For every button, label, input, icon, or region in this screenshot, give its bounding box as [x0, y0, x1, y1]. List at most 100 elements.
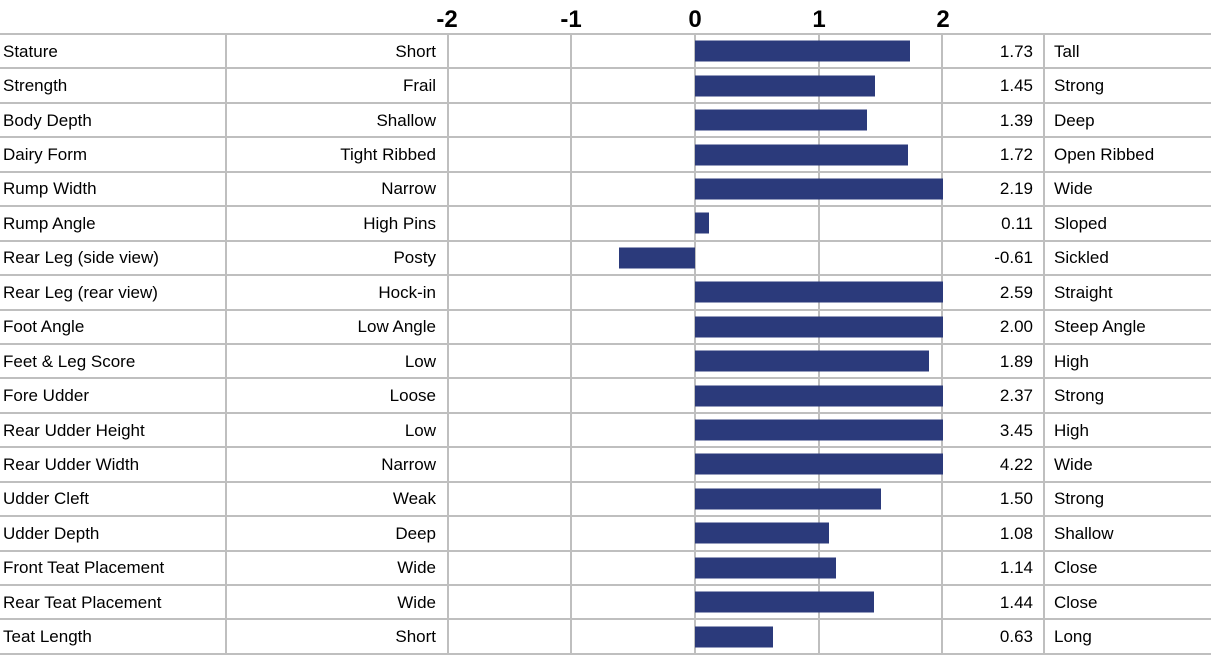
low-descriptor-cell: Posty	[393, 248, 436, 268]
bar-chart-cell	[447, 517, 943, 550]
high-descriptor-cell: High	[1054, 420, 1089, 440]
trait-name-cell: Rump Width	[0, 172, 227, 206]
gridline-minus2	[447, 620, 449, 653]
bar-chart-cell	[447, 69, 943, 102]
trait-bar	[695, 212, 709, 234]
trait-name-cell: Udder Cleft	[0, 482, 227, 516]
gridline-minus1	[570, 517, 572, 550]
gridline-minus1	[570, 241, 572, 275]
gridline-minus1	[570, 482, 572, 516]
table-row: Rump Angle High Pins 0.11 Sloped	[0, 207, 1211, 242]
gridline-minus2	[447, 35, 449, 68]
bar-chart-cell	[447, 413, 943, 447]
bar-chart-cell	[447, 35, 943, 68]
table-row: Rear Udder Height Low 3.45 High	[0, 413, 1211, 449]
gridline-minus1	[570, 586, 572, 619]
gridline-plus1	[818, 620, 820, 653]
low-descriptor-cell: Narrow	[381, 179, 436, 199]
low-descriptor-cell: Low Angle	[357, 317, 436, 337]
bar-chart-cell	[447, 448, 943, 481]
bar-chart-cell	[447, 620, 943, 653]
gridline-minus2	[447, 172, 449, 206]
high-descriptor-cell: Close	[1054, 592, 1098, 612]
low-descriptor-cell: Wide	[397, 592, 436, 612]
gridline-minus2	[447, 344, 449, 378]
value-cell: 1.73	[943, 35, 1045, 68]
gridline-plus1	[818, 241, 820, 275]
bar-chart-cell	[447, 207, 943, 240]
trait-bar	[695, 419, 943, 441]
gridline-plus2	[941, 241, 943, 275]
gridline-minus2	[447, 517, 449, 550]
low-descriptor-cell: Hock-in	[378, 282, 436, 302]
gridline-minus1	[570, 413, 572, 447]
trait-name-cell: Dairy Form	[0, 138, 227, 171]
trait-bar	[695, 40, 910, 62]
value-cell: 2.19	[943, 172, 1045, 206]
high-descriptor-cell: Steep Angle	[1054, 317, 1146, 337]
bar-chart-cell	[447, 482, 943, 516]
trait-name-cell: Rear Udder Width	[0, 448, 227, 481]
axis-scale: -2 -1 0 1 2	[436, 0, 949, 33]
trait-bar	[695, 178, 943, 200]
trait-name-cell: Rear Udder Height	[0, 413, 227, 447]
axis-tick: 1	[812, 6, 826, 33]
bar-chart-cell	[447, 379, 943, 412]
high-descriptor-cell: Deep	[1054, 110, 1095, 130]
value-cell: -0.61	[943, 241, 1045, 275]
high-descriptor-cell: Strong	[1054, 76, 1105, 96]
gridline-minus1	[570, 35, 572, 68]
table-row: Rear Udder Width Narrow 4.22 Wide	[0, 448, 1211, 483]
high-descriptor-cell: Wide	[1054, 454, 1093, 474]
high-descriptor-cell: Straight	[1054, 282, 1113, 302]
gridline-minus1	[570, 379, 572, 412]
low-descriptor-cell: Low	[404, 420, 436, 440]
low-descriptor-cell: Deep	[395, 523, 436, 543]
value-cell: 2.00	[943, 310, 1045, 343]
trait-name-cell: Feet & Leg Score	[0, 344, 227, 378]
low-descriptor-cell: High Pins	[363, 213, 436, 233]
gridline-plus1	[818, 207, 820, 240]
gridline-zero	[694, 241, 696, 275]
gridline-minus1	[570, 448, 572, 481]
table-row: Stature Short 1.73 Tall	[0, 35, 1211, 70]
trait-table: Stature Short 1.73 Tall Strength Frail 1…	[0, 33, 1211, 655]
gridline-minus2	[447, 241, 449, 275]
trait-bar	[619, 247, 695, 269]
gridline-plus2	[941, 138, 943, 171]
gridline-minus1	[570, 207, 572, 240]
value-cell: 1.50	[943, 482, 1045, 516]
trait-name-cell: Strength	[0, 69, 227, 102]
low-descriptor-cell: Frail	[402, 76, 436, 96]
high-descriptor-cell: Sickled	[1054, 248, 1109, 268]
gridline-minus1	[570, 310, 572, 343]
value-cell: 2.37	[943, 379, 1045, 412]
trait-name-cell: Body Depth	[0, 103, 227, 137]
value-cell: 4.22	[943, 448, 1045, 481]
gridline-minus2	[447, 551, 449, 584]
axis-tick: 0	[688, 6, 702, 33]
trait-name-cell: Udder Depth	[0, 517, 227, 550]
gridline-minus2	[447, 138, 449, 171]
trait-name-cell: Fore Udder	[0, 379, 227, 412]
gridline-plus2	[941, 551, 943, 584]
bar-chart-cell	[447, 276, 943, 309]
gridline-minus1	[570, 276, 572, 309]
axis-tick: -2	[436, 6, 458, 33]
gridline-minus2	[447, 310, 449, 343]
gridline-plus2	[941, 620, 943, 653]
trait-bar	[695, 350, 930, 372]
trait-bar	[695, 522, 829, 544]
low-descriptor-cell: Narrow	[381, 454, 436, 474]
gridline-plus2	[941, 207, 943, 240]
table-row: Feet & Leg Score Low 1.89 High	[0, 344, 1211, 380]
high-descriptor-cell: Strong	[1054, 489, 1105, 509]
high-descriptor-cell: Strong	[1054, 386, 1105, 406]
value-cell: 1.89	[943, 344, 1045, 378]
table-row: Rear Leg (rear view) Hock-in 2.59 Straig…	[0, 276, 1211, 311]
low-descriptor-cell: Short	[395, 41, 436, 61]
bar-chart-cell	[447, 344, 943, 378]
table-row: Rear Teat Placement Wide 1.44 Close	[0, 586, 1211, 621]
trait-name-cell: Foot Angle	[0, 310, 227, 343]
